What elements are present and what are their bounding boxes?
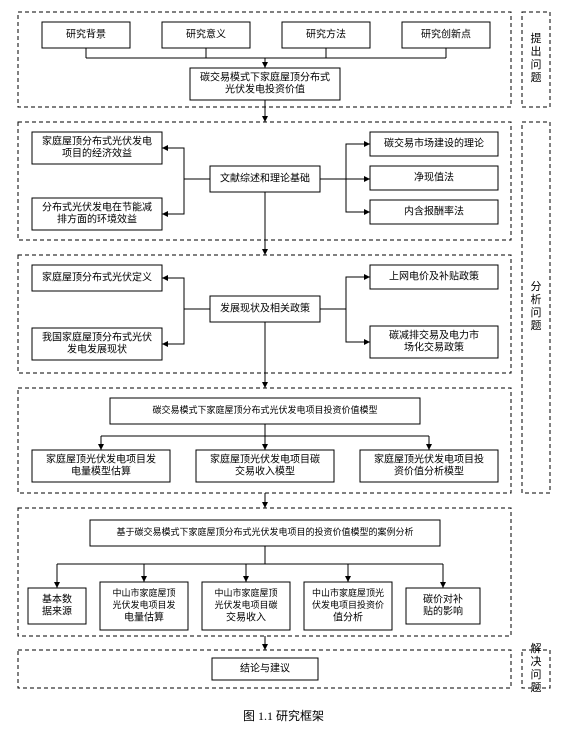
side-label-char: 问 <box>531 668 542 681</box>
node-label-n_status-l1: 发电发展现状 <box>67 342 127 355</box>
node-label-n_c5-l0: 碳价对补 <box>423 592 463 605</box>
node-label-n_status-l0: 我国家庭屋顶分布式光伏 <box>42 330 152 343</box>
node-label-n_topic-l1: 光伏发电投资价值 <box>225 82 305 95</box>
node-label-n_econ-l1: 项目的经济效益 <box>62 146 132 159</box>
side-label-char: 题 <box>531 319 542 332</box>
side-label-char: 提 <box>531 32 542 45</box>
node-label-n_c2-l1: 光伏发电项目发 <box>112 599 175 610</box>
side-label-char: 题 <box>531 681 542 694</box>
node-label-n_c3-l2: 交易收入 <box>226 610 266 623</box>
side-label-char: 分 <box>531 280 542 293</box>
node-label-n_c3-l0: 中山市家庭屋顶 <box>214 587 277 598</box>
node-label-n_method-l0: 研究方法 <box>306 27 346 40</box>
edge-11 <box>346 179 370 212</box>
side-label-char: 决 <box>531 655 542 668</box>
edge-15 <box>320 277 370 309</box>
node-label-n_m3-l1: 资价值分析模型 <box>394 464 464 477</box>
edge-16 <box>346 309 370 342</box>
side-label-char: 解 <box>531 641 542 655</box>
node-label-n_c5-l1: 贴的影响 <box>423 604 463 617</box>
node-label-n_m3-l0: 家庭屋顶光伏发电项目投 <box>374 452 484 465</box>
node-label-n_conc-l0: 结论与建议 <box>240 661 290 674</box>
node-label-n_case-l0: 基于碳交易模式下家庭屋顶分布式光伏发电项目的投资价值模型的案例分析 <box>116 526 413 537</box>
side-label-char: 题 <box>531 71 542 84</box>
node-label-n_sig-l0: 研究意义 <box>186 27 226 40</box>
node-label-n_c4-l0: 中山市家庭屋顶光 <box>312 587 384 598</box>
node-label-n_env-l1: 排方面的环境效益 <box>57 212 137 225</box>
node-label-n_feed-l0: 上网电价及补贴政策 <box>389 269 479 282</box>
node-label-n_cpolicy-l1: 场化交易政策 <box>404 340 464 353</box>
node-label-n_innov-l0: 研究创新点 <box>421 27 471 40</box>
node-label-n_c4-l2: 值分析 <box>333 610 363 623</box>
edge-8 <box>162 179 184 214</box>
node-label-n_npv-l0: 净现值法 <box>414 170 454 183</box>
node-label-n_def-l0: 家庭屋顶分布式光伏定义 <box>42 270 152 283</box>
node-label-n_lit-l0: 文献综述和理论基础 <box>220 171 310 184</box>
flowchart-canvas: 提出问题分析问题解决问题研究背景研究意义研究方法研究创新点碳交易模式下家庭屋顶分… <box>0 0 567 734</box>
node-label-n_m2-l1: 交易收入模型 <box>235 464 295 477</box>
node-label-n_carbon_t-l0: 碳交易市场建设的理论 <box>384 136 484 149</box>
node-label-n_m1-l0: 家庭屋顶光伏发电项目发 <box>46 452 156 465</box>
node-label-n_c4-l1: 伏发电项目投资价 <box>312 599 384 610</box>
node-label-n_irr-l0: 内含报酬率法 <box>404 204 464 217</box>
edge-14 <box>162 309 184 344</box>
side-label-char: 问 <box>531 306 542 319</box>
node-label-n_econ-l0: 家庭屋顶分布式光伏发电 <box>42 134 152 147</box>
figure-caption: 图 1.1 研究框架 <box>243 708 324 723</box>
node-label-n_m2-l0: 家庭屋顶光伏发电项目碳 <box>210 452 320 465</box>
node-label-n_c1-l1: 据来源 <box>42 604 72 617</box>
node-label-n_c1-l0: 基本数 <box>42 592 72 605</box>
node-label-n_cpolicy-l0: 碳减排交易及电力市 <box>389 328 479 341</box>
edge-9 <box>320 144 370 179</box>
edge-13 <box>162 278 210 309</box>
node-label-n_m1-l1: 电量模型估算 <box>71 464 131 477</box>
node-label-n_model-l0: 碳交易模式下家庭屋顶分布式光伏发电项目投资价值模型 <box>152 404 377 415</box>
node-label-n_topic-l0: 碳交易模式下家庭屋顶分布式 <box>200 70 330 83</box>
edge-7 <box>162 148 210 179</box>
node-label-n_env-l0: 分布式光伏发电在节能减 <box>42 200 152 213</box>
node-label-n_c3-l1: 光伏发电项目碳 <box>214 599 277 610</box>
node-label-n_c2-l0: 中山市家庭屋顶 <box>112 587 175 598</box>
node-label-n_c2-l2: 电量估算 <box>124 610 164 623</box>
node-label-n_policy-l0: 发展现状及相关政策 <box>220 301 310 314</box>
node-label-n_bg-l0: 研究背景 <box>66 27 106 40</box>
side-label-char: 出 <box>531 44 542 58</box>
side-label-char: 析 <box>531 292 542 306</box>
side-label-char: 问 <box>531 58 542 71</box>
